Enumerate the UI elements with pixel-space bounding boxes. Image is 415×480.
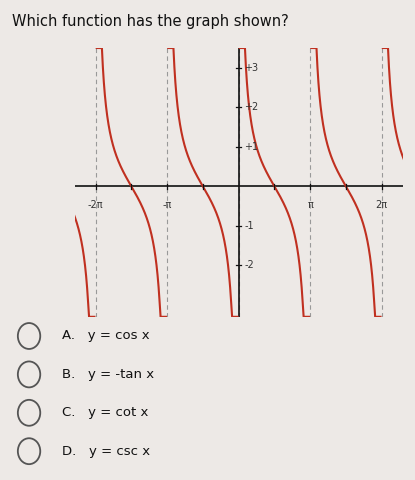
Text: -2: -2 <box>244 261 254 270</box>
Text: -1: -1 <box>244 221 254 231</box>
Text: +1: +1 <box>244 142 259 152</box>
Text: B.   y = -tan x: B. y = -tan x <box>62 368 154 381</box>
Text: +3: +3 <box>244 63 259 73</box>
Text: -π: -π <box>162 200 172 210</box>
Text: 2π: 2π <box>376 200 388 210</box>
Text: D.   y = csc x: D. y = csc x <box>62 444 150 458</box>
Text: -2π: -2π <box>88 200 103 210</box>
Text: A.   y = cos x: A. y = cos x <box>62 329 150 343</box>
Text: +2: +2 <box>244 102 259 112</box>
Text: Which function has the graph shown?: Which function has the graph shown? <box>12 14 289 29</box>
Text: π: π <box>307 200 313 210</box>
Text: C.   y = cot x: C. y = cot x <box>62 406 149 420</box>
